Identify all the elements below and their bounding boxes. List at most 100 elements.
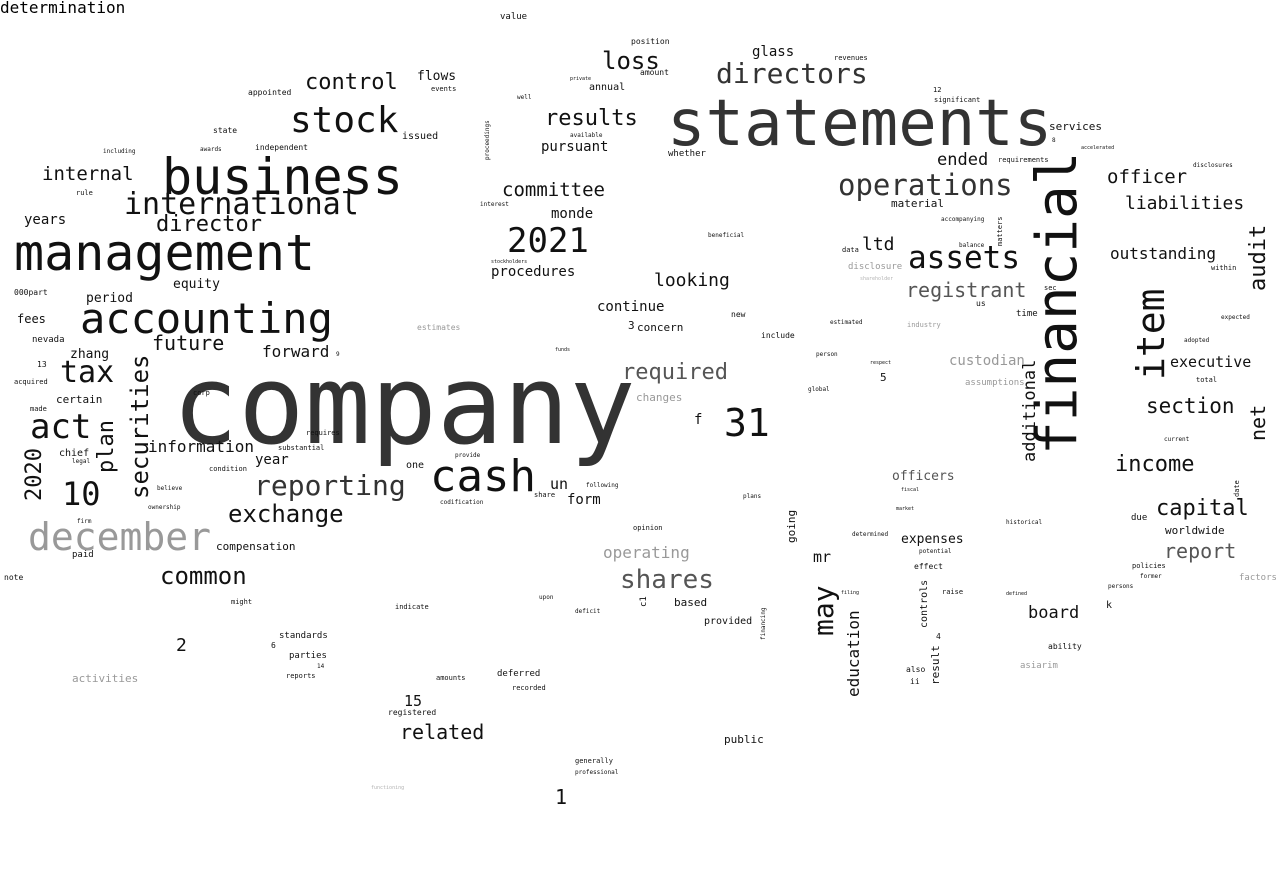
word-appointed: appointed	[248, 88, 292, 97]
word-accounting: accounting	[80, 294, 333, 343]
word-12: 12	[933, 86, 942, 94]
word-activities: activities	[72, 672, 139, 685]
word-corp: corp	[193, 389, 210, 397]
word-glass: glass	[752, 44, 795, 60]
word-2020: 2020	[22, 448, 47, 501]
word-assumptions: assumptions	[965, 378, 1025, 388]
word-deficit: deficit	[575, 608, 601, 615]
word-made: made	[30, 405, 47, 413]
word-determination: determination	[0, 0, 126, 17]
word-2021: 2021	[507, 221, 589, 261]
word-position: position	[631, 37, 670, 46]
word-looking: looking	[654, 270, 730, 291]
word-standards: standards	[279, 631, 328, 641]
word-exchange: exchange	[228, 500, 344, 528]
word-may: may	[807, 585, 840, 636]
word-10: 10	[62, 475, 101, 513]
word-required: required	[622, 360, 728, 385]
word-business: business	[162, 148, 403, 206]
word-beneficial: beneficial	[708, 232, 745, 239]
word-disclosures: disclosures	[1193, 162, 1233, 169]
word-date: date	[1233, 480, 1241, 497]
word-act: act	[30, 407, 92, 447]
word-indicate: indicate	[395, 603, 429, 611]
word-year: year	[255, 452, 289, 468]
word-custodian: custodian	[949, 353, 1025, 369]
word-parties: parties	[289, 651, 327, 661]
word-management: management	[14, 224, 316, 282]
word-december: december	[28, 515, 212, 559]
word-matters: matters	[996, 216, 1004, 246]
word-net: net	[1246, 404, 1270, 441]
word-state: state	[213, 126, 238, 135]
word-related: related	[400, 720, 485, 744]
word-opinion: opinion	[633, 524, 663, 532]
word-shares: shares	[620, 565, 714, 595]
word-period: period	[86, 291, 133, 306]
word-information: information	[148, 437, 254, 456]
word-requires: requires	[306, 429, 340, 437]
word-whether: whether	[668, 149, 706, 159]
word-controls: controls	[919, 579, 930, 628]
word-global: global	[808, 386, 830, 393]
word-include: include	[761, 331, 795, 340]
word-ended: ended	[937, 150, 989, 170]
word-officers: officers	[892, 469, 955, 484]
word-certain: certain	[56, 393, 103, 406]
word-based: based	[674, 596, 708, 609]
word-factors: factors	[1239, 573, 1277, 583]
word-plan: plan	[94, 420, 119, 473]
word-reporting: reporting	[254, 469, 406, 502]
word-recorded: recorded	[512, 684, 546, 692]
word-new: new	[731, 310, 746, 319]
word-mr: mr	[813, 548, 832, 566]
word-upon: upon	[539, 594, 554, 601]
word-stock: stock	[290, 100, 399, 141]
word-form: form	[567, 492, 601, 508]
word-f: f	[694, 412, 703, 428]
word-potential: potential	[919, 548, 952, 555]
word-flows: flows	[417, 69, 457, 84]
word-internal: internal	[42, 163, 134, 185]
word-sec: sec	[1044, 284, 1057, 292]
word-balance: balance	[959, 242, 985, 249]
word-officer: officer	[1107, 166, 1188, 188]
word-6: 6	[271, 641, 276, 650]
word-report: report	[1164, 539, 1237, 563]
word-registrant: registrant	[906, 278, 1027, 302]
word-amount: amount	[640, 68, 669, 77]
word-forward: forward	[262, 342, 330, 361]
word-following: following	[586, 482, 619, 489]
word-future: future	[152, 331, 225, 355]
word-000part: 000part	[14, 288, 48, 297]
word-public: public	[724, 733, 764, 746]
word-raise: raise	[942, 588, 964, 596]
word-ii: ii	[910, 677, 920, 686]
word-policies: policies	[1132, 562, 1166, 570]
word-functioning: functioning	[371, 785, 405, 791]
word-fees: fees	[17, 312, 46, 326]
word-acquired: acquired	[14, 378, 48, 386]
word-compensation: compensation	[216, 540, 296, 553]
word-un: un	[550, 475, 569, 493]
word-company: company	[172, 341, 636, 469]
word-issued: issued	[402, 131, 439, 142]
word-15: 15	[404, 692, 423, 710]
word-note: note	[4, 573, 24, 582]
word-procedures: procedures	[491, 264, 576, 280]
word-adopted: adopted	[1184, 337, 1210, 344]
word-codification: codification	[440, 499, 484, 506]
word-provided: provided	[704, 616, 753, 627]
word-expenses: expenses	[901, 532, 964, 547]
word-respect: respect	[870, 360, 892, 366]
word-historical: historical	[1006, 519, 1043, 526]
word-believe: believe	[157, 485, 183, 492]
word-within: within	[1211, 264, 1237, 272]
word-31: 31	[724, 401, 770, 445]
word-4: 4	[936, 632, 941, 641]
word-including: including	[103, 148, 136, 155]
word-continue: continue	[597, 299, 665, 315]
word-going: going	[785, 509, 798, 543]
word-assets: assets	[908, 240, 1020, 276]
